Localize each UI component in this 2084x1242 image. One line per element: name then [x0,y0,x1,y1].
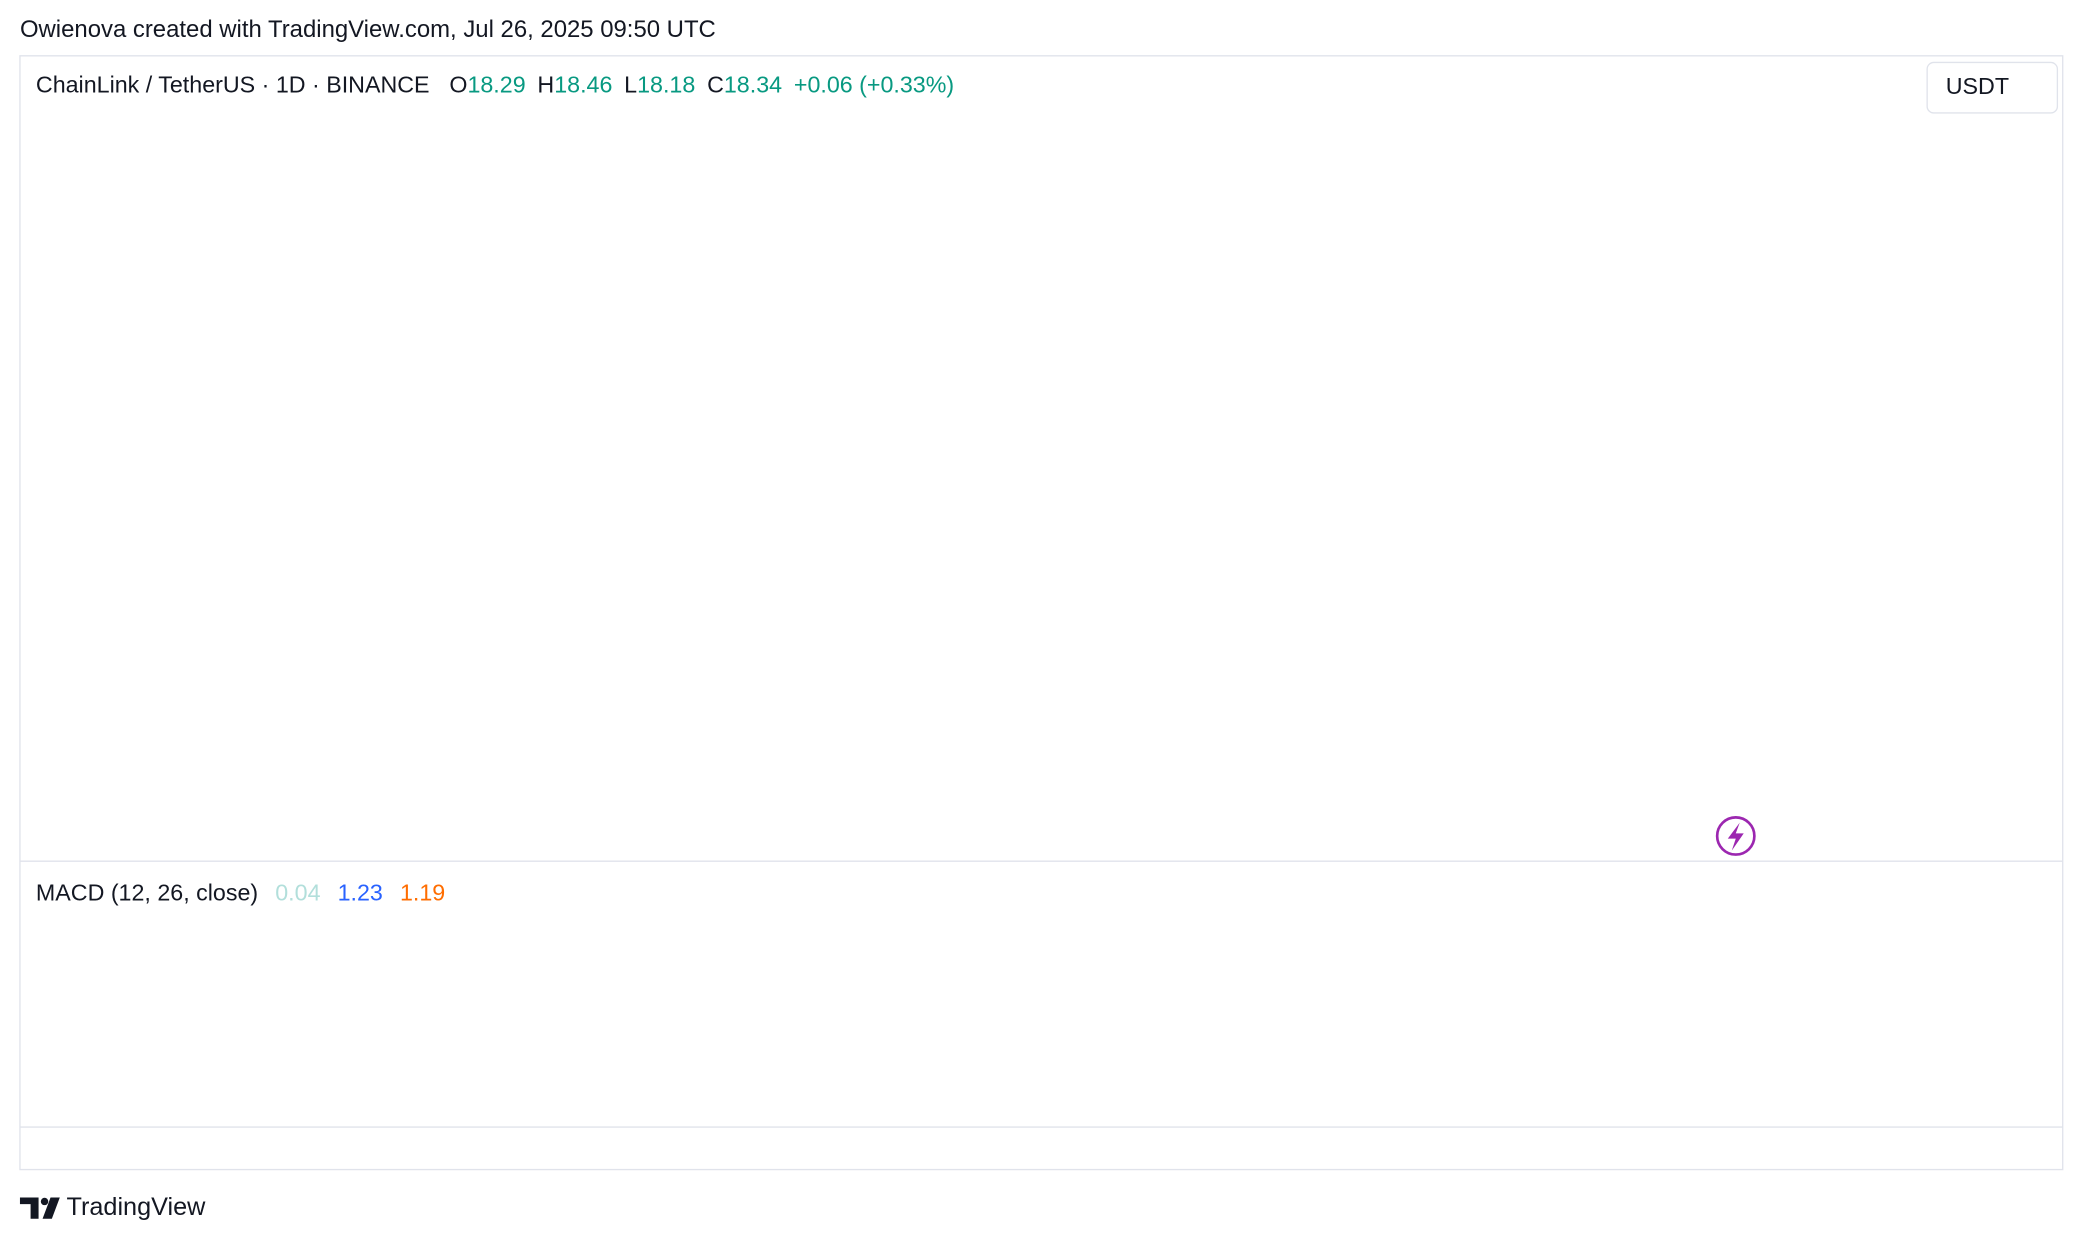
macd-title: MACD (12, 26, close) [36,880,258,906]
currency[interactable]: USDT [1946,73,2009,99]
icon-bolt[interactable] [1727,822,1744,851]
readout-value: 18.29 [467,72,525,98]
readout-value: 18.18 [637,72,695,98]
change: +0.06 (+0.33%) [794,72,954,98]
symbol-header: ChainLink / TetherUS · 1D · BINANCE O18.… [36,72,954,98]
logo-slash [42,1197,60,1219]
readout-letter: H [537,72,554,98]
logo-mark [19,1197,39,1219]
frame [19,55,2064,1171]
logo-dot [40,1197,49,1206]
readout-letter: L [624,72,637,98]
histogram-value: 0.04 [275,880,320,906]
brand: TradingView [66,1193,206,1221]
readout-value: 18.46 [554,72,612,98]
readout-letter: C [707,72,724,98]
symbol: ChainLink / TetherUS · 1D · BINANCE [36,72,430,98]
signal-value: 1.19 [400,880,445,906]
attribution: Owienova created with TradingView.com, J… [20,16,716,43]
macd-value: 1.23 [338,880,383,906]
readout-letter: O [449,72,467,98]
brand-logo [19,1197,60,1219]
currency-button[interactable] [1926,61,2059,114]
macd-legend: MACD (12, 26, close) 0.04 1.23 1.19 [36,880,445,906]
readout-value: 18.34 [724,72,782,98]
lightning-icon[interactable] [1715,816,1756,856]
